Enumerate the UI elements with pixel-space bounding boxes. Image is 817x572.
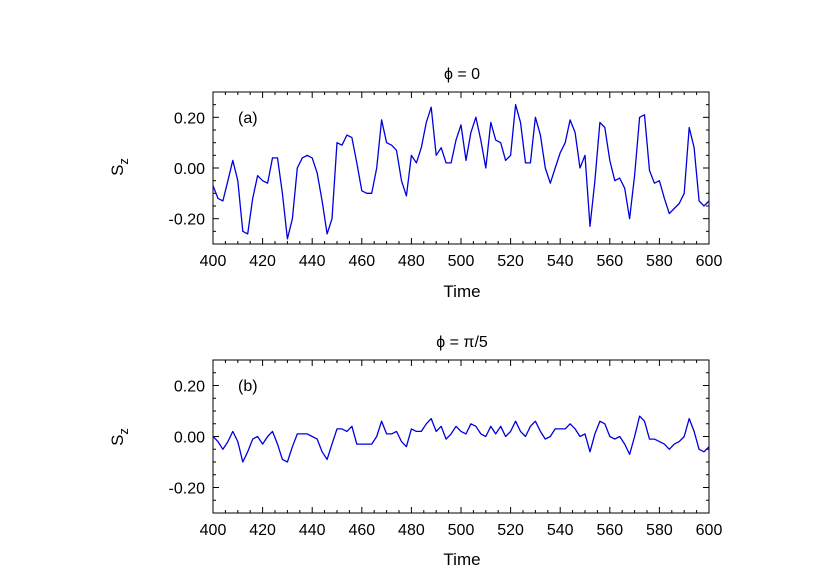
panel-b-xtick-label: 420 (249, 522, 276, 539)
panel-a-label: (a) (238, 110, 258, 127)
panel-a-ytick-label: 0.00 (174, 161, 205, 178)
panel-a-xtick-label: 540 (547, 253, 574, 270)
panel-a-xtick-label: 520 (497, 253, 524, 270)
panel-b-ylabel-sub: z (116, 428, 131, 435)
panel-a-xtick-label: 400 (200, 253, 227, 270)
panel-b: ϕ = π/5 (b) Time Sz 400 420 440 460 480 500 52… (108, 334, 722, 569)
panel-b-ytick-label: 0.00 (174, 430, 205, 447)
panel-b-ylabel: Sz (108, 428, 131, 446)
panel-a-ytick-label: 0.20 (174, 110, 205, 127)
panel-a-xtick-label: 460 (348, 253, 375, 270)
panel-b-series-line (212, 415, 710, 463)
panel-a-ytick-label: -0.20 (169, 212, 206, 229)
panel-b-xtick-label: 400 (200, 522, 227, 539)
panel-b-xtick-label: 440 (299, 522, 326, 539)
panel-b-ytick-label: -0.20 (169, 481, 206, 498)
svg-text:Sz: Sz (108, 428, 131, 446)
panel-a-ylabel: Sz (108, 158, 131, 176)
panel-a-plot: 400 420 440 460 480 500 520 540 560 580 600 -0.20 0.… (169, 91, 723, 270)
panel-a-xtick-label: 600 (696, 253, 723, 270)
panel-b-ylabel-main: S (108, 435, 127, 446)
panel-b-xlabel: Time (443, 550, 480, 569)
panel-b-label: (b) (238, 378, 258, 395)
panel-b-xtick-label: 480 (398, 522, 425, 539)
panel-b-xtick-label: 540 (547, 522, 574, 539)
panel-b-xtick-label: 580 (646, 522, 673, 539)
panel-b-xtick-label: 520 (497, 522, 524, 539)
panel-a-xtick-label: 500 (448, 253, 475, 270)
panel-b-xtick-label: 600 (696, 522, 723, 539)
panel-a-ylabel-sub: z (116, 158, 131, 165)
panel-b-title: ϕ = π/5 (436, 334, 488, 351)
panel-b-xtick-label: 560 (596, 522, 623, 539)
panel-a-xtick-label: 560 (596, 253, 623, 270)
panel-a-xtick-label: 440 (299, 253, 326, 270)
panel-a-title: ϕ = 0 (444, 66, 480, 83)
panel-a-xtick-label: 420 (249, 253, 276, 270)
svg-text:Sz: Sz (108, 158, 131, 176)
panel-a-xtick-label: 480 (398, 253, 425, 270)
panel-a-xlabel: Time (443, 282, 480, 301)
panel-a-series-line (212, 104, 710, 240)
panel-a-ylabel-main: S (108, 165, 127, 176)
panel-a-xtick-label: 580 (646, 253, 673, 270)
panel-a: ϕ = 0 (a) Time Sz 400 420 440 460 480 500 520 5… (108, 66, 722, 301)
panel-b-xtick-label: 500 (448, 522, 475, 539)
panel-b-xtick-label: 460 (348, 522, 375, 539)
panel-b-ytick-label: 0.20 (174, 379, 205, 396)
panel-b-plot: 400 420 440 460 480 500 520 540 560 580 600 -0.20 0.… (169, 359, 723, 539)
